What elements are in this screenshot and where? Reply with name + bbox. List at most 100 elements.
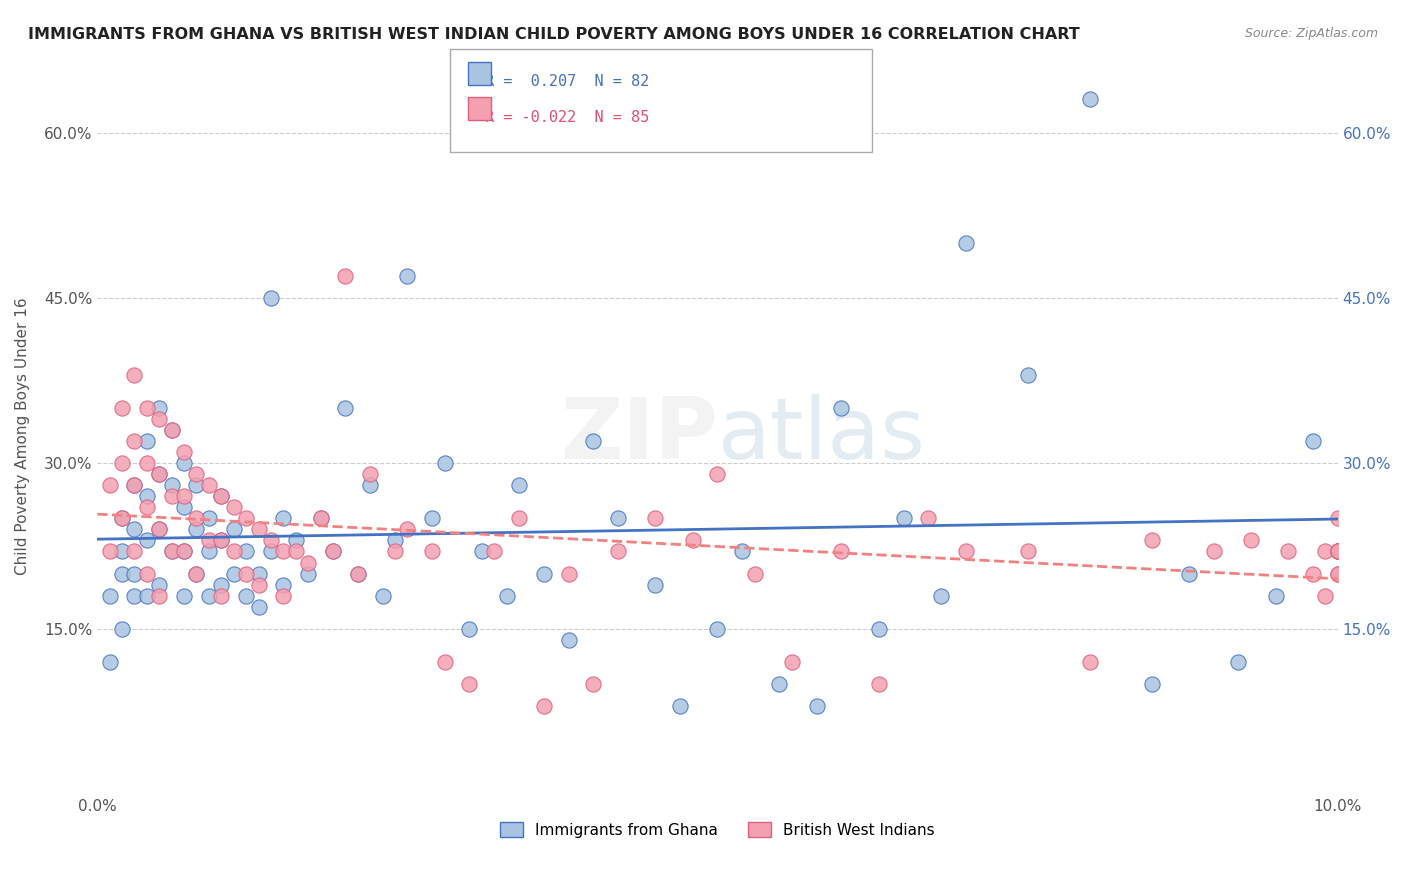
Point [433,456,456,470]
Text: Source: ZipAtlas.com: Source: ZipAtlas.com [1244,27,1378,40]
Point [359,467,381,482]
Point [297,556,319,570]
Point [186,467,208,482]
Point [309,511,332,525]
Point [1326,566,1348,581]
Point [186,511,208,525]
Point [247,599,270,614]
Point [396,268,419,283]
Point [198,511,221,525]
Point [1315,544,1337,558]
Point [186,566,208,581]
Point [533,698,555,713]
Point [396,523,419,537]
Point [335,401,357,416]
Point [160,423,183,437]
Point [135,566,157,581]
Point [955,544,977,558]
Point [384,533,406,548]
Point [1140,677,1163,691]
Point [260,544,283,558]
Point [247,566,270,581]
Text: IMMIGRANTS FROM GHANA VS BRITISH WEST INDIAN CHILD POVERTY AMONG BOYS UNDER 16 C: IMMIGRANTS FROM GHANA VS BRITISH WEST IN… [28,27,1080,42]
Point [260,291,283,305]
Point [706,467,728,482]
Point [335,268,357,283]
Point [247,523,270,537]
Point [1326,511,1348,525]
Point [346,566,368,581]
Point [209,577,232,591]
Text: ZIP: ZIP [560,394,717,477]
Point [458,622,481,636]
Point [533,566,555,581]
Y-axis label: Child Poverty Among Boys Under 16: Child Poverty Among Boys Under 16 [15,297,30,574]
Point [260,533,283,548]
Text: R = -0.022  N = 85: R = -0.022 N = 85 [485,110,650,125]
Point [482,544,505,558]
Point [124,566,146,581]
Point [744,566,766,581]
Point [124,544,146,558]
Point [186,566,208,581]
Point [198,478,221,492]
Point [222,523,245,537]
Point [160,544,183,558]
Point [198,589,221,603]
Point [508,478,530,492]
Point [433,655,456,669]
Point [682,533,704,548]
Point [830,544,852,558]
Point [706,622,728,636]
Point [806,698,828,713]
Point [222,566,245,581]
Point [98,544,121,558]
Point [1326,544,1348,558]
Point [1240,533,1263,548]
Point [135,456,157,470]
Point [359,478,381,492]
Point [768,677,790,691]
Point [186,523,208,537]
Point [198,533,221,548]
Point [111,511,134,525]
Point [955,235,977,250]
Point [124,478,146,492]
Point [297,566,319,581]
Point [135,401,157,416]
Point [247,577,270,591]
Point [235,511,257,525]
Point [124,523,146,537]
Point [235,566,257,581]
Point [1078,655,1101,669]
Point [1264,589,1286,603]
Point [173,489,195,503]
Point [209,533,232,548]
Point [1017,368,1039,383]
Point [271,577,294,591]
Point [148,412,170,426]
Point [384,544,406,558]
Point [284,533,307,548]
Point [148,523,170,537]
Point [1302,566,1324,581]
Point [1326,544,1348,558]
Point [309,511,332,525]
Point [173,445,195,459]
Point [1326,544,1348,558]
Point [124,478,146,492]
Point [557,632,579,647]
Point [284,544,307,558]
Point [271,544,294,558]
Point [98,655,121,669]
Point [322,544,344,558]
Point [271,589,294,603]
Point [893,511,915,525]
Point [557,566,579,581]
Point [111,622,134,636]
Point [111,511,134,525]
Point [222,500,245,515]
Point [1277,544,1299,558]
Point [868,677,890,691]
Point [173,589,195,603]
